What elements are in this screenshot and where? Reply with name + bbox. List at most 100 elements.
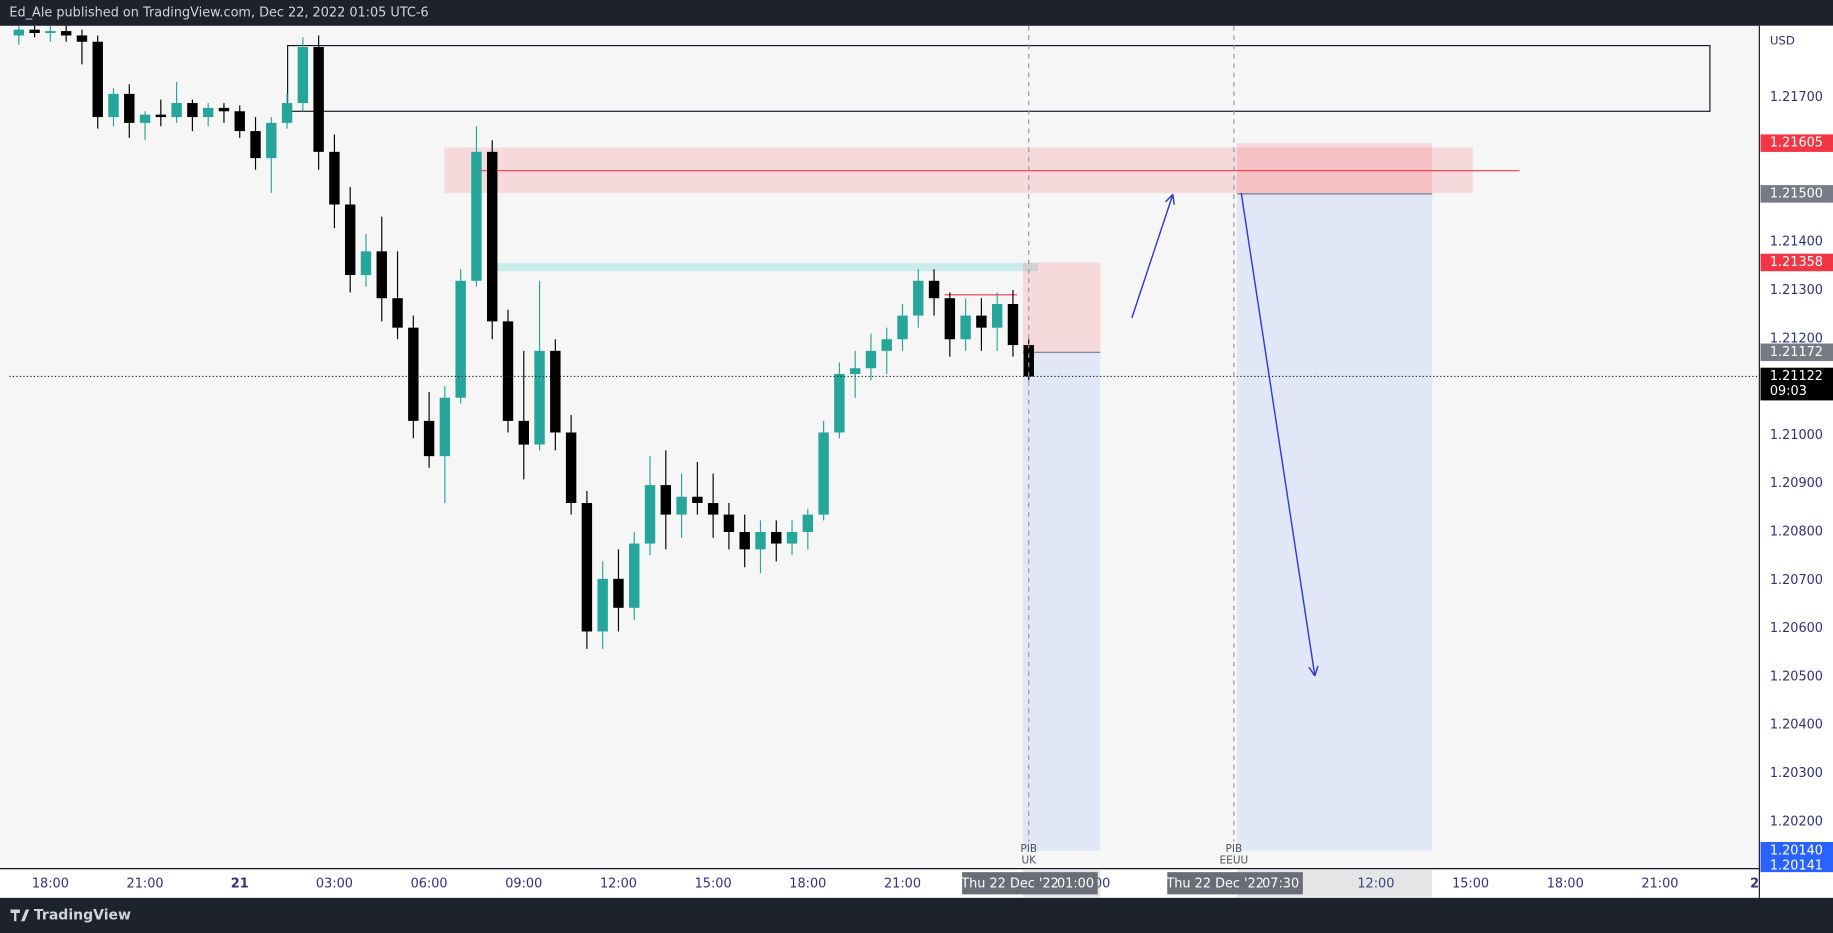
event-time-label: 01:00 (1057, 876, 1094, 891)
stop-tag-label: 1.21605 (1770, 136, 1823, 151)
position-reward (1022, 352, 1101, 851)
x-tick-label: 12:00 (600, 876, 637, 891)
event-time-box (962, 872, 1098, 895)
arrow (1240, 192, 1316, 677)
candle-body (755, 531, 766, 550)
candle-body (202, 107, 214, 118)
target-tag-label: 1.20141 (1770, 858, 1823, 873)
logo (10, 909, 30, 922)
y-tick-label: 1.20300 (1770, 766, 1823, 781)
event-date-label: Thu 22 Dec '22 (1165, 876, 1263, 891)
position-risk (1237, 143, 1433, 194)
currency-label: USD (1770, 33, 1795, 47)
event-time-label: 07:30 (1262, 876, 1299, 891)
candle-body (597, 578, 608, 632)
x-tick-label: 06:00 (411, 876, 448, 891)
stop-tag (1760, 134, 1833, 152)
candle-body (849, 368, 861, 375)
y-tick-label: 1.20500 (1770, 669, 1823, 684)
candle-body (865, 350, 877, 369)
target-tag (1760, 857, 1833, 873)
candle-body (187, 103, 198, 118)
event-label: UK (1021, 854, 1037, 866)
candle-body (913, 280, 924, 316)
candle-body (739, 531, 750, 550)
y-tick-label: 1.21400 (1770, 235, 1823, 250)
x-tick-label: 21 (231, 876, 249, 891)
y-tick-label: 1.21700 (1770, 90, 1823, 105)
candle-body (629, 543, 640, 608)
candle-body (1023, 345, 1034, 377)
x-tick-label: 15:00 (1452, 876, 1489, 891)
y-tick-label: 1.20700 (1770, 573, 1823, 588)
candle-body (786, 531, 798, 544)
x-tick-label: 18:00 (789, 876, 826, 891)
candle-body (692, 496, 703, 503)
candle-body (818, 432, 829, 515)
candle-body (139, 114, 151, 123)
x-tick-label: 09:00 (505, 876, 542, 891)
arrow (1131, 194, 1174, 319)
candle-body (297, 47, 309, 104)
candle-body (439, 397, 451, 457)
x-tick-label: 18:00 (1547, 876, 1584, 891)
entry-tag (1760, 343, 1833, 362)
x-tick-label: 21:00 (884, 876, 921, 891)
candle-body (660, 485, 672, 515)
candle-body (250, 131, 261, 159)
price-axis-bg (1759, 25, 1833, 898)
candle-body (60, 31, 72, 36)
event-label: PIB (1226, 843, 1243, 855)
y-tick-label: 1.20900 (1770, 476, 1823, 491)
candle-body (124, 93, 135, 123)
candle-body (155, 114, 167, 118)
arrow-head (1165, 193, 1175, 205)
candle-body (313, 47, 324, 152)
x-tick-label: 03:00 (316, 876, 353, 891)
event-label: EEUU (1220, 854, 1249, 866)
candle-body (944, 298, 956, 340)
candle-body (976, 315, 987, 328)
candle-body (92, 41, 103, 118)
footer-brand: TradingView (34, 907, 131, 923)
candle-body (408, 327, 419, 421)
time-axis-bg (0, 868, 1760, 898)
x-tick-label: 15:00 (695, 876, 732, 891)
countdown-label: 09:03 (1770, 384, 1807, 399)
candle-body (376, 251, 387, 299)
candle-body (960, 315, 971, 340)
candle-body (281, 103, 293, 123)
candle-body (897, 315, 908, 340)
zone (287, 45, 1711, 112)
arrow-head (1308, 665, 1319, 677)
entry-tag-label: 1.21172 (1770, 345, 1823, 360)
candle-body (644, 485, 656, 544)
candle-body (392, 298, 403, 328)
candle-body (108, 93, 119, 118)
stop-tag-label: 1.21358 (1770, 255, 1823, 270)
candle-body (771, 531, 782, 544)
y-tick-label: 1.21000 (1770, 428, 1823, 443)
candle-body (676, 496, 687, 515)
x-tick-label: 18:00 (32, 876, 69, 891)
target-tag-label: 1.20140 (1770, 843, 1823, 858)
candle-body (234, 111, 245, 132)
entry-tag (1760, 185, 1833, 203)
y-tick-label: 1.20400 (1770, 718, 1823, 733)
x-tick-label: 12:00 (1357, 876, 1394, 891)
event-label: PIB (1020, 843, 1037, 855)
y-tick-label: 1.20200 (1770, 814, 1823, 829)
header-bar (0, 0, 1833, 26)
candle-body (834, 374, 845, 433)
candle-body (518, 420, 529, 445)
candle-body (423, 420, 435, 457)
x-tick-label: 2 (1750, 876, 1759, 891)
candle-body (707, 502, 719, 515)
position-risk (1022, 262, 1101, 353)
candle-body (581, 502, 593, 632)
y-tick-label: 1.21300 (1770, 283, 1823, 298)
candle-body (881, 339, 892, 351)
candle-body (218, 107, 230, 112)
